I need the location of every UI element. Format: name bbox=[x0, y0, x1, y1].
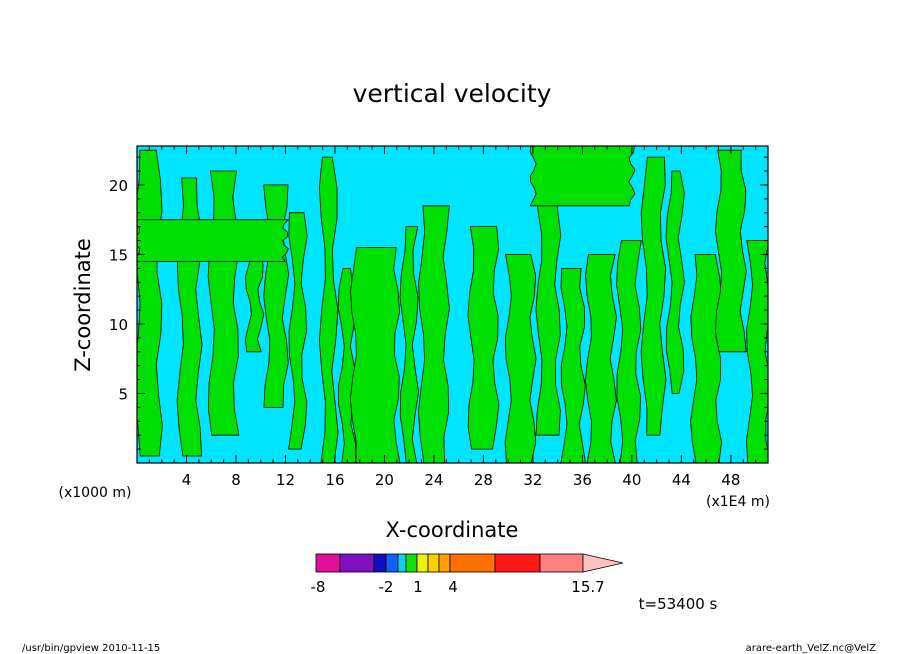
colorbar-extension-arrow bbox=[582, 553, 624, 573]
updraft-region bbox=[665, 170, 685, 394]
x-tick-label: 32 bbox=[523, 471, 542, 489]
updraft-region bbox=[504, 254, 537, 463]
colorbar-swatch bbox=[438, 553, 451, 573]
updraft-region bbox=[616, 240, 642, 463]
colorbar-swatch bbox=[494, 553, 541, 573]
x-scale-note-left: (x1000 m) bbox=[59, 485, 132, 501]
colorbar-swatch bbox=[416, 553, 429, 573]
colorbar-tick-label: 1 bbox=[413, 578, 423, 596]
y-tick-label: 5 bbox=[118, 385, 128, 403]
colorbar-swatch bbox=[405, 553, 418, 573]
colorbar-swatch bbox=[373, 553, 387, 573]
updraft-region bbox=[288, 212, 308, 450]
updraft-region bbox=[535, 184, 562, 436]
chart-title: vertical velocity bbox=[353, 79, 552, 108]
x-tick-label: 12 bbox=[276, 471, 295, 489]
x-tick-label: 24 bbox=[424, 471, 443, 489]
x-tick-label: 20 bbox=[375, 471, 394, 489]
velocity-field bbox=[137, 146, 768, 463]
updraft-region bbox=[746, 240, 768, 463]
y-tick-label: 20 bbox=[109, 177, 128, 195]
plot-frame bbox=[136, 145, 769, 464]
updraft-region bbox=[467, 226, 500, 450]
colorbar-tick-label: 15.7 bbox=[571, 578, 604, 596]
x-tick-label: 36 bbox=[573, 471, 592, 489]
colorbar-labels: -8 -2 1 4 15.7 bbox=[311, 578, 605, 596]
x-scale-note-right: (x1E4 m) bbox=[706, 494, 770, 510]
updraft-region bbox=[319, 156, 339, 463]
colorbar-swatch bbox=[539, 553, 584, 573]
colorbar bbox=[315, 553, 624, 573]
updraft-region bbox=[560, 268, 586, 463]
y-tick-label: 10 bbox=[109, 316, 128, 334]
x-tick-label: 40 bbox=[622, 471, 641, 489]
updraft-region bbox=[529, 146, 636, 207]
x-axis-label: X-coordinate bbox=[386, 518, 519, 542]
colorbar-tick-label: 4 bbox=[448, 578, 458, 596]
y-tick-label: 15 bbox=[109, 246, 128, 264]
updraft-region bbox=[640, 156, 667, 436]
updraft-region bbox=[263, 184, 290, 408]
updraft-region bbox=[418, 205, 450, 463]
colorbar-tick-label: -2 bbox=[379, 578, 394, 596]
updraft-region bbox=[715, 149, 747, 353]
updraft-region bbox=[399, 226, 419, 463]
colorbar-swatch bbox=[427, 553, 440, 573]
x-tick-label: 44 bbox=[672, 471, 691, 489]
footer-right: arare-earth_VelZ.nc@VelZ bbox=[746, 643, 877, 654]
time-label: t=53400 s bbox=[639, 595, 718, 613]
updraft-region bbox=[690, 254, 722, 463]
colorbar-swatch bbox=[339, 553, 375, 573]
y-axis-label: Z-coordinate bbox=[71, 238, 95, 372]
colorbar-tick-label: -8 bbox=[311, 578, 326, 596]
colorbar-swatch bbox=[315, 553, 341, 573]
colorbar-swatch bbox=[385, 553, 399, 573]
updraft-region bbox=[349, 247, 401, 463]
x-tick-label: 4 bbox=[182, 471, 192, 489]
x-tick-label: 16 bbox=[325, 471, 344, 489]
x-tick-label: 8 bbox=[231, 471, 241, 489]
updraft-region bbox=[585, 254, 617, 463]
colorbar-swatch bbox=[449, 553, 496, 573]
updraft-region bbox=[137, 219, 289, 262]
colorbar-swatch bbox=[397, 553, 407, 573]
x-tick-label: 28 bbox=[474, 471, 493, 489]
x-tick-label: 48 bbox=[721, 471, 740, 489]
footer-left: /usr/bin/gpview 2010-11-15 bbox=[22, 643, 160, 654]
